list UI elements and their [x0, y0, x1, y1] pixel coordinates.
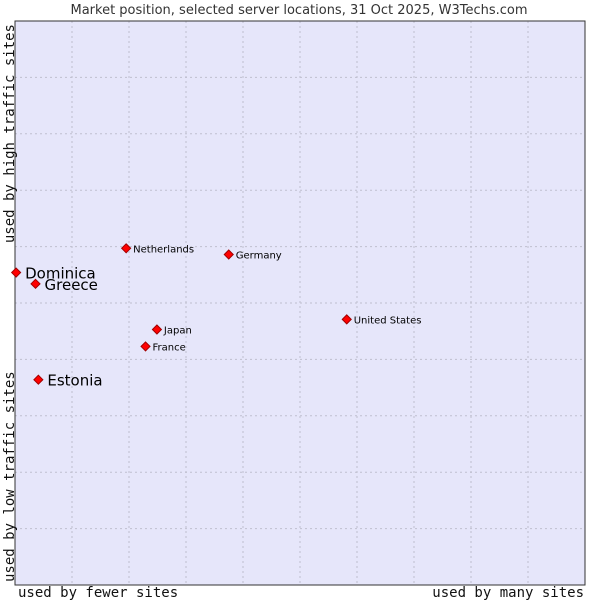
point-marker-greece[interactable] [30, 278, 41, 290]
data-point-estonia[interactable]: Estonia [33, 372, 103, 390]
point-marker-estonia[interactable] [33, 374, 44, 385]
point-label-japan: Japan [163, 326, 192, 337]
point-label-netherlands: Netherlands [133, 244, 194, 255]
point-label-dominica: Dominica [25, 265, 96, 283]
data-point-greece[interactable]: Greece [30, 276, 98, 294]
point-label-united-states: United States [354, 315, 422, 326]
point-label-estonia: Estonia [47, 372, 102, 390]
plot-frame [14, 20, 586, 586]
point-marker-netherlands[interactable] [120, 243, 132, 254]
x-axis-label-right: used by many sites [432, 585, 584, 600]
data-point-united-states[interactable]: United States [341, 314, 422, 327]
point-marker-japan[interactable] [151, 324, 163, 335]
y-axis-label-bottom: used by low traffic sites [2, 371, 18, 582]
data-point-netherlands[interactable]: Netherlands [120, 243, 194, 256]
data-point-france[interactable]: France [140, 341, 186, 354]
point-label-france: France [153, 342, 186, 353]
chart-title: Market position, selected server locatio… [70, 3, 527, 18]
point-marker-dominica[interactable] [10, 267, 22, 278]
x-axis-label-left: used by fewer sites [18, 585, 178, 600]
data-point-japan[interactable]: Japan [151, 324, 192, 337]
point-label-germany: Germany [236, 250, 282, 261]
point-marker-france[interactable] [140, 341, 151, 352]
data-point-dominica[interactable]: Dominica [10, 265, 96, 283]
point-marker-germany[interactable] [223, 249, 234, 260]
point-marker-united-states[interactable] [341, 314, 352, 325]
grid-lines [15, 21, 585, 585]
y-axis-label-top: used by high traffic sites [2, 24, 18, 243]
data-point-germany[interactable]: Germany [223, 249, 282, 262]
point-label-greece: Greece [45, 276, 98, 294]
